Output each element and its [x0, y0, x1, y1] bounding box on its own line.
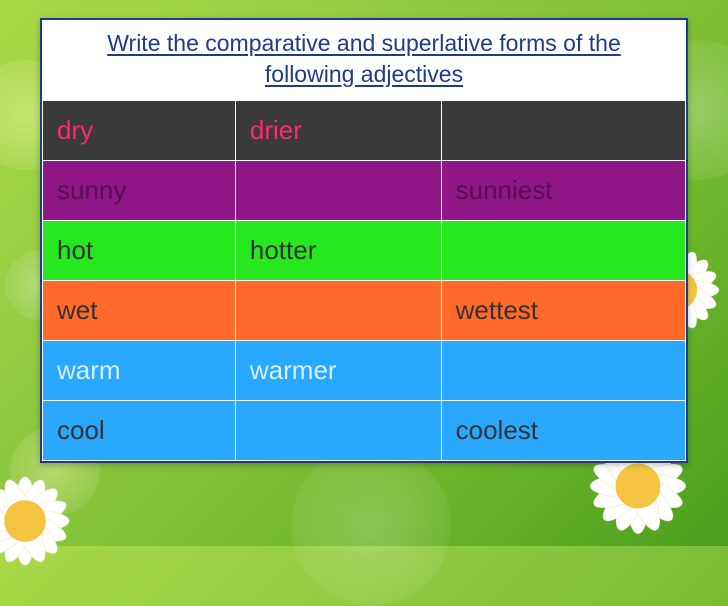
- cell-adjective: sunny: [57, 175, 126, 206]
- table-row: hot hotter: [43, 221, 686, 281]
- cell-adjective: dry: [57, 115, 93, 146]
- cell-adjective: hot: [57, 235, 93, 266]
- cell-superlative: coolest: [456, 415, 538, 446]
- cell-adjective: wet: [57, 295, 97, 326]
- table-row: wet wettest: [43, 281, 686, 341]
- cell-superlative: sunniest: [456, 175, 553, 206]
- cell-adjective: cool: [57, 415, 105, 446]
- table-row: warm warmer: [43, 341, 686, 401]
- slide-title: Write the comparative and superlative fo…: [42, 20, 686, 100]
- title-line-2: following adjectives: [265, 61, 463, 87]
- cell-superlative: wettest: [456, 295, 538, 326]
- bokeh-circle: [291, 446, 451, 606]
- adjectives-table: dry drier sunny sunniest hot hotter wet …: [42, 100, 686, 461]
- cell-comparative: drier: [250, 115, 302, 146]
- table-row: cool coolest: [43, 401, 686, 461]
- title-line-1: Write the comparative and superlative fo…: [107, 30, 620, 56]
- table-row: dry drier: [43, 101, 686, 161]
- daisy-icon: [0, 456, 90, 586]
- cell-comparative: hotter: [250, 235, 317, 266]
- slide-card: Write the comparative and superlative fo…: [40, 18, 688, 463]
- cell-comparative: warmer: [250, 355, 337, 386]
- cell-adjective: warm: [57, 355, 121, 386]
- table-row: sunny sunniest: [43, 161, 686, 221]
